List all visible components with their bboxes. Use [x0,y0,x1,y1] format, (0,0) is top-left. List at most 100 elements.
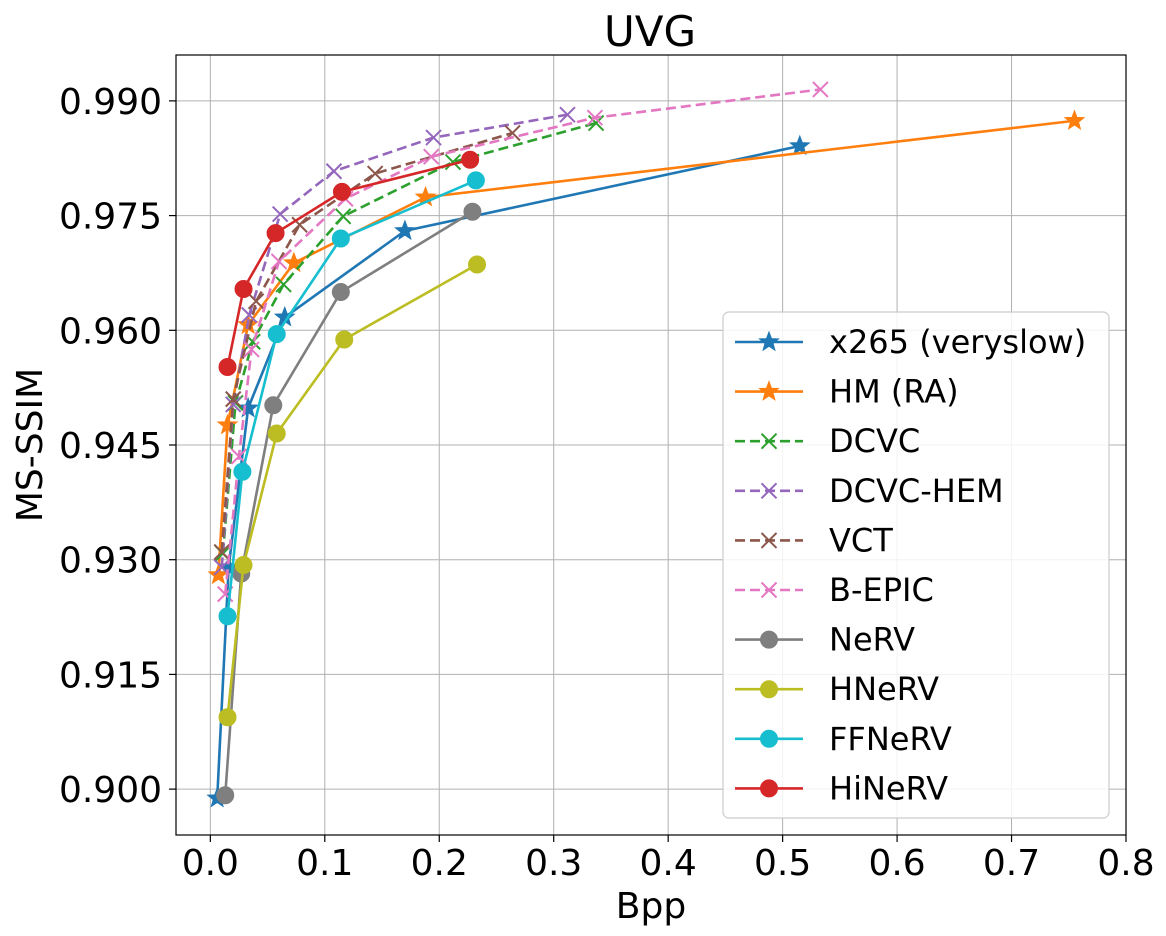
data-point-vct [213,543,230,561]
legend-marker [758,380,780,401]
legend-label: VCT [829,521,893,559]
y-tick-label: 0.990 [59,82,162,123]
legend-marker [760,630,778,649]
data-point-vct [225,390,242,408]
legend-label: DCVC-HEM [829,472,1004,510]
series-line-hm-ra [217,119,1075,576]
x-tick-label: 0.3 [525,843,582,884]
data-point-hnerv [468,255,487,274]
data-point-hinerv [266,224,285,243]
data-point-hinerv [461,150,480,169]
x-tick-label: 0.4 [640,843,697,884]
data-point-hm-ra [283,251,305,273]
data-point-dcvc-hem [225,396,242,413]
data-point-hnerv [267,424,286,443]
y-tick-label: 0.975 [59,197,162,238]
data-point-hnerv [218,708,237,727]
data-point-ffnerv [267,325,286,344]
legend-entry: x265 (veryslow) [735,323,1086,361]
legend-entry: HM (RA) [735,373,959,411]
data-point-vct [366,165,384,182]
data-point-hinerv [332,182,351,201]
series-line-ffnerv [226,179,477,617]
y-tick-label: 0.945 [59,426,162,467]
data-point-ffnerv [233,462,252,481]
data-point-hinerv [234,280,253,298]
data-point-ffnerv [218,607,237,626]
data-point-nerv [463,202,482,221]
legend-marker [760,432,778,450]
data-point-x265-veryslow [237,396,259,418]
legend-label: x265 (veryslow) [829,323,1086,361]
data-point-dcvc [334,208,352,225]
plot-series [206,81,1086,808]
data-point-ffnerv [331,229,350,248]
y-tick-label: 0.900 [59,770,162,811]
x-axis-label: Bpp [616,886,686,927]
legend-marker [760,581,778,599]
series-line-vct [220,131,513,553]
chart-title: UVG [604,7,696,56]
legend-entry: HiNeRV [735,769,948,807]
data-point-hnerv [234,556,253,575]
legend-marker [760,779,778,798]
data-point-ffnerv [466,171,485,190]
data-point-nerv [331,283,350,302]
data-point-vct [247,293,265,310]
legend-label: B-EPIC [829,571,934,609]
legend-box [722,311,1110,819]
data-point-vct [291,216,308,233]
data-point-dcvc-hem [425,129,442,146]
legend-entry: FFNeRV [735,720,952,758]
x-tick-label: 0.7 [983,843,1040,884]
data-point-b-epic [270,253,288,270]
data-point-nerv [216,786,235,805]
legend-marker [760,680,778,699]
y-tick-label: 0.915 [59,655,162,696]
legend-label: HM (RA) [829,373,959,411]
series-hinerv [218,150,480,376]
data-point-b-epic [586,109,604,126]
data-point-dcvc-hem [325,163,343,180]
legend-marker [760,532,778,549]
y-tick-label: 0.960 [59,311,162,352]
legend-entry: B-EPIC [735,571,934,609]
legend-label: DCVC [829,422,920,460]
legend-entry: DCVC [735,422,920,460]
data-point-b-epic [812,81,829,98]
x-tick-label: 0.2 [411,843,468,884]
data-point-dcvc [275,276,292,293]
legend-label: HNeRV [829,670,939,708]
x-tick-label: 0.1 [296,843,353,884]
series-hnerv [218,255,487,727]
legend-marker [760,729,778,748]
legend-marker [758,330,780,352]
legend-entry: HNeRV [735,670,939,708]
legend: x265 (veryslow) HM (RA) DCVC DCVC-HEM VCT B-E… [722,311,1110,819]
legend-label: NeRV [829,621,915,659]
series-line-b-epic [223,88,821,595]
legend-label: FFNeRV [829,720,952,758]
legend-entry: NeRV [735,621,915,659]
y-tick-label: 0.930 [59,541,162,582]
legend-label: HiNeRV [829,769,948,807]
data-point-hinerv [218,358,237,376]
data-point-b-epic [243,341,260,358]
x-tick-label: 0.6 [868,843,925,884]
series-line-nerv [223,210,474,796]
series-dcvc-hem [213,106,576,576]
series-x265-veryslow [206,134,811,808]
y-axis-label: MS-SSIM [10,368,51,522]
data-point-hnerv [335,330,354,349]
data-point-hm-ra [216,413,239,435]
x-tick-label: 0.5 [754,843,811,884]
legend-marker [760,482,778,500]
series-line-x265-veryslow [215,144,801,799]
data-point-dcvc [444,153,462,171]
legend-entry: DCVC-HEM [735,472,1004,510]
data-point-dcvc-hem [271,205,289,223]
data-point-x265-veryslow [394,219,416,241]
data-point-nerv [264,396,283,415]
series-ffnerv [218,171,485,626]
